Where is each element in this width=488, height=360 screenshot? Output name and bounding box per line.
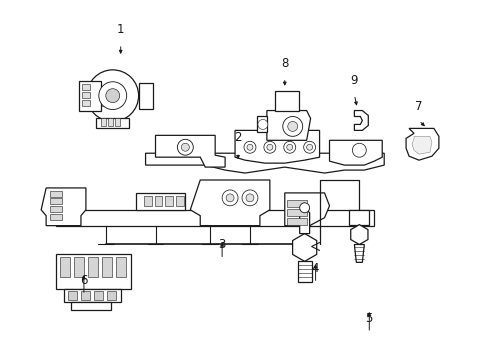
- Polygon shape: [274, 91, 298, 111]
- Polygon shape: [350, 225, 367, 244]
- Bar: [50, 206, 62, 212]
- Circle shape: [299, 203, 309, 213]
- Bar: [88, 257, 98, 277]
- Circle shape: [303, 141, 315, 153]
- Bar: [50, 214, 62, 220]
- Circle shape: [177, 139, 193, 155]
- Text: 5: 5: [365, 312, 372, 325]
- Polygon shape: [354, 244, 364, 262]
- Bar: [82, 84, 90, 90]
- Circle shape: [283, 141, 295, 153]
- Text: 7: 7: [414, 99, 422, 113]
- Circle shape: [242, 190, 257, 206]
- Circle shape: [287, 121, 297, 131]
- Circle shape: [266, 144, 272, 150]
- Polygon shape: [256, 116, 266, 132]
- Bar: [82, 92, 90, 98]
- Polygon shape: [56, 210, 373, 226]
- Circle shape: [264, 141, 275, 153]
- Polygon shape: [135, 193, 185, 210]
- Bar: [115, 118, 120, 126]
- Polygon shape: [56, 255, 130, 289]
- Circle shape: [282, 117, 302, 136]
- Bar: [286, 209, 306, 216]
- Polygon shape: [411, 136, 431, 154]
- Bar: [50, 191, 62, 197]
- Bar: [102, 257, 112, 277]
- Polygon shape: [96, 118, 128, 129]
- Bar: [176, 196, 184, 206]
- Bar: [94, 291, 102, 300]
- Bar: [143, 196, 151, 206]
- Bar: [81, 291, 90, 300]
- Circle shape: [244, 141, 255, 153]
- Bar: [74, 257, 84, 277]
- Text: 2: 2: [234, 131, 241, 144]
- Polygon shape: [349, 210, 368, 225]
- Bar: [106, 291, 116, 300]
- Circle shape: [245, 194, 253, 202]
- Text: 4: 4: [311, 262, 319, 275]
- Bar: [154, 196, 162, 206]
- Text: 8: 8: [281, 57, 288, 70]
- Bar: [165, 196, 173, 206]
- Text: 1: 1: [117, 23, 124, 36]
- Polygon shape: [138, 83, 152, 109]
- Circle shape: [306, 144, 312, 150]
- Polygon shape: [266, 111, 310, 140]
- Polygon shape: [190, 180, 269, 226]
- Text: 9: 9: [350, 74, 357, 87]
- Bar: [107, 118, 113, 126]
- Circle shape: [222, 190, 238, 206]
- Bar: [101, 118, 105, 126]
- Circle shape: [286, 144, 292, 150]
- Polygon shape: [41, 188, 86, 226]
- Polygon shape: [71, 302, 111, 310]
- Polygon shape: [284, 193, 329, 226]
- Bar: [68, 291, 77, 300]
- Polygon shape: [297, 261, 311, 282]
- Polygon shape: [292, 234, 316, 261]
- Polygon shape: [354, 111, 367, 130]
- Polygon shape: [64, 289, 121, 302]
- Bar: [286, 200, 306, 207]
- Circle shape: [246, 144, 252, 150]
- Bar: [60, 257, 70, 277]
- Bar: [286, 218, 306, 225]
- Text: 6: 6: [80, 274, 87, 287]
- Circle shape: [181, 143, 189, 151]
- Circle shape: [225, 194, 234, 202]
- Polygon shape: [299, 210, 309, 234]
- Text: 3: 3: [218, 238, 225, 251]
- Circle shape: [257, 120, 267, 129]
- Circle shape: [105, 89, 120, 103]
- Circle shape: [352, 143, 366, 157]
- Polygon shape: [329, 140, 382, 165]
- Polygon shape: [155, 135, 224, 167]
- Polygon shape: [235, 130, 319, 163]
- Bar: [82, 100, 90, 105]
- Bar: [116, 257, 125, 277]
- Polygon shape: [405, 129, 438, 160]
- Polygon shape: [145, 153, 384, 173]
- Circle shape: [87, 70, 138, 121]
- Bar: [50, 198, 62, 204]
- Polygon shape: [79, 81, 101, 111]
- Circle shape: [99, 82, 126, 109]
